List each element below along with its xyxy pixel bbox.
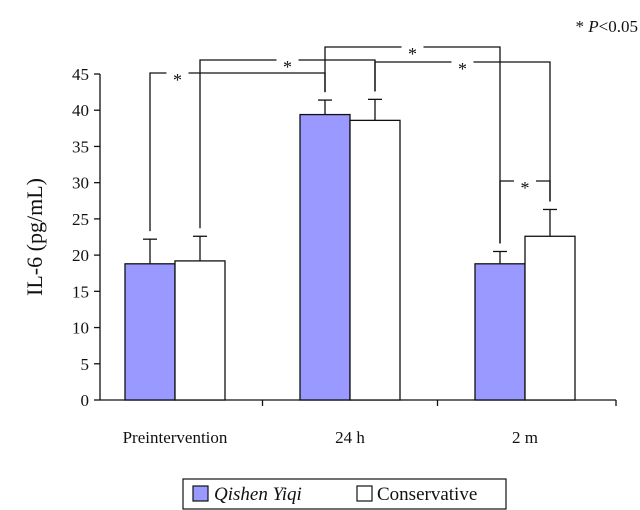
- y-tick-label: 5: [81, 355, 90, 374]
- bar: [124, 263, 176, 401]
- x-tick-label: Preintervention: [123, 428, 228, 447]
- y-tick-label: 20: [72, 246, 89, 265]
- y-tick-label: 0: [81, 391, 90, 410]
- bracket-gap: [514, 177, 536, 185]
- y-tick-label: 35: [72, 137, 89, 156]
- bar: [524, 235, 576, 401]
- significance-star: *: [521, 178, 530, 198]
- bar: [174, 260, 226, 401]
- error-bars: [143, 98, 557, 264]
- significance-star: *: [458, 59, 467, 79]
- x-tick-label: 24 h: [335, 428, 365, 447]
- legend-label-conservative: Conservative: [377, 484, 477, 505]
- legend-box: [182, 478, 507, 510]
- y-tick-label: 40: [72, 101, 89, 120]
- legend-swatch-conservative: [356, 485, 373, 502]
- bracket-gap: [451, 58, 474, 66]
- bar: [474, 263, 526, 401]
- y-axis-label: IL-6 (pg/mL): [22, 178, 47, 296]
- y-tick-label: 45: [72, 65, 89, 84]
- significance-star: *: [173, 70, 182, 90]
- y-tick-label: 15: [72, 282, 89, 301]
- bracket-gap: [401, 43, 424, 51]
- bar: [349, 119, 401, 401]
- y-tick-label: 10: [72, 319, 89, 338]
- significance-brackets: [149, 43, 551, 244]
- significance-star: *: [283, 57, 292, 77]
- legend: Qishen Yiqi Conservative: [182, 478, 507, 510]
- y-tick-label: 30: [72, 174, 89, 193]
- legend-swatch-qishen-yiqi: [192, 485, 209, 502]
- significance-note: * P<0.05: [576, 17, 638, 36]
- bracket-gap: [276, 56, 299, 64]
- x-tick-label: 2 m: [512, 428, 538, 447]
- significance-bracket: [149, 72, 326, 232]
- bar: [299, 113, 351, 401]
- significance-star: *: [408, 44, 417, 64]
- labels: 0 5 10 15 20 25 30 35 40 45 Preintervention 24 h 2 m…: [22, 17, 638, 447]
- bracket-gap: [166, 69, 189, 77]
- y-tick-label: 25: [72, 210, 89, 229]
- bars: [124, 113, 576, 401]
- legend-label-qishen-yiqi: Qishen Yiqi: [214, 484, 302, 505]
